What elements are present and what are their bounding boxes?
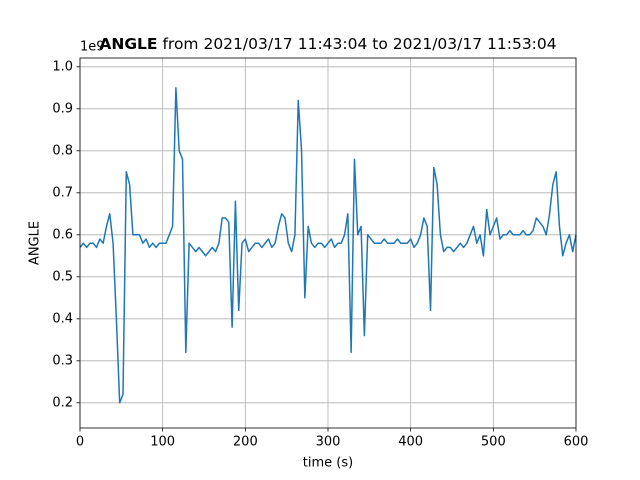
- chart-title: ANGLE from 2021/03/17 11:43:04 to 2021/0…: [99, 35, 556, 53]
- y-tick-label: 0.6: [52, 227, 73, 242]
- y-tick-label: 0.9: [52, 101, 73, 116]
- x-axis-label: time (s): [303, 456, 353, 471]
- x-tick-label: 500: [481, 435, 506, 450]
- y-tick-label: 0.4: [52, 311, 73, 326]
- plot-frame: [79, 57, 577, 429]
- y-axis-label: ANGLE: [28, 221, 43, 265]
- y-tick-label: 0.8: [52, 143, 73, 158]
- data-line: [79, 87, 577, 404]
- x-tick-label: 100: [150, 435, 175, 450]
- x-tick-label: 400: [398, 435, 423, 450]
- title-bold: ANGLE: [99, 35, 157, 53]
- y-tick-label: 1.0: [52, 59, 73, 74]
- y-tick-label: 0.5: [52, 269, 73, 284]
- y-tick-label: 0.3: [52, 353, 73, 368]
- x-tick-label: 600: [564, 435, 589, 450]
- y-tick-label: 0.7: [52, 185, 73, 200]
- x-tick-label: 200: [233, 435, 258, 450]
- x-tick-label: 0: [76, 435, 84, 450]
- offset-label: 1e9: [80, 40, 105, 55]
- y-tick-label: 0.2: [52, 395, 73, 410]
- title-text: from 2021/03/17 11:43:04 to 2021/03/17 1…: [162, 35, 556, 53]
- x-tick-label: 300: [316, 435, 341, 450]
